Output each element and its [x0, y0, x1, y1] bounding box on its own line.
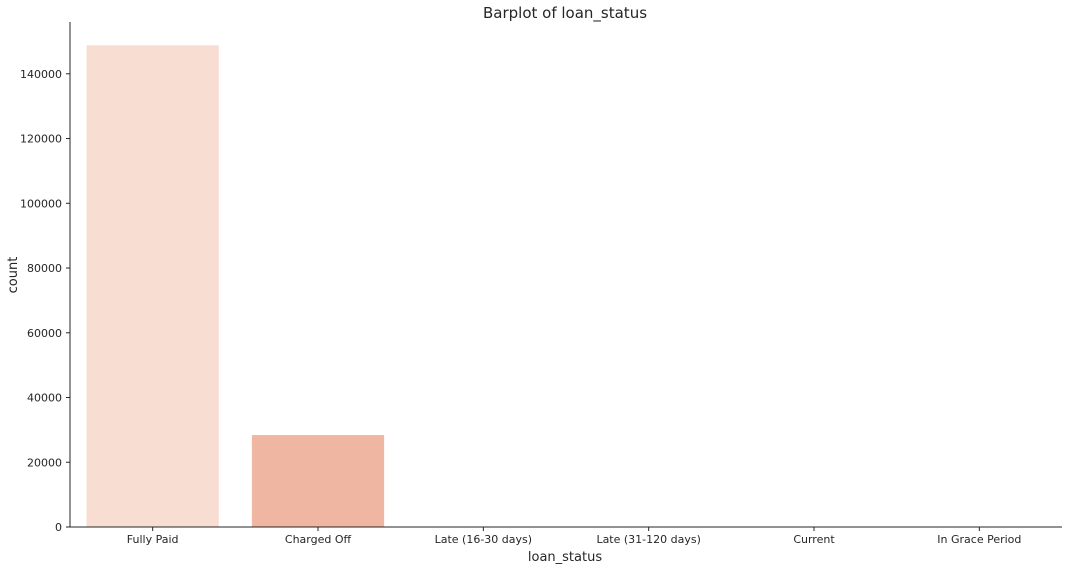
y-tick-label: 120000 [20, 133, 62, 146]
y-tick-label: 0 [55, 521, 62, 534]
y-tick-label: 140000 [20, 68, 62, 81]
bar-fully-paid [86, 45, 219, 528]
x-tick-label: Late (16-30 days) [435, 533, 532, 546]
y-tick-label: 20000 [27, 456, 62, 469]
y-tick-label: 40000 [27, 392, 62, 405]
y-axis-ticks: 0 20000 40000 60000 80000 100000 120000 140000 [20, 68, 70, 534]
x-axis-label: loan_status [528, 550, 602, 565]
y-tick-label: 100000 [20, 197, 62, 210]
x-tick-label: Charged Off [285, 533, 352, 546]
x-axis-ticks: Fully Paid Charged Off Late (16-30 days) La… [127, 527, 1021, 546]
y-axis-label: count [6, 257, 21, 294]
y-tick-label: 60000 [27, 327, 62, 340]
x-tick-label: In Grace Period [937, 533, 1021, 546]
bar-charged-off [251, 435, 385, 527]
y-tick-label: 80000 [27, 262, 62, 275]
x-tick-label: Late (31-120 days) [596, 533, 700, 546]
x-tick-label: Current [793, 533, 835, 546]
bars [86, 45, 1046, 528]
chart-title: Barplot of loan_status [483, 4, 647, 23]
x-tick-label: Fully Paid [127, 533, 179, 546]
